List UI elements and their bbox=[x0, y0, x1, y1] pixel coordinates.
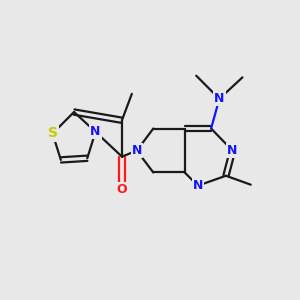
Text: N: N bbox=[193, 179, 203, 192]
Text: S: S bbox=[48, 127, 58, 140]
Text: N: N bbox=[90, 125, 101, 138]
Text: O: O bbox=[117, 183, 127, 196]
Text: N: N bbox=[227, 144, 238, 157]
Text: N: N bbox=[132, 144, 142, 157]
Text: N: N bbox=[214, 92, 224, 105]
